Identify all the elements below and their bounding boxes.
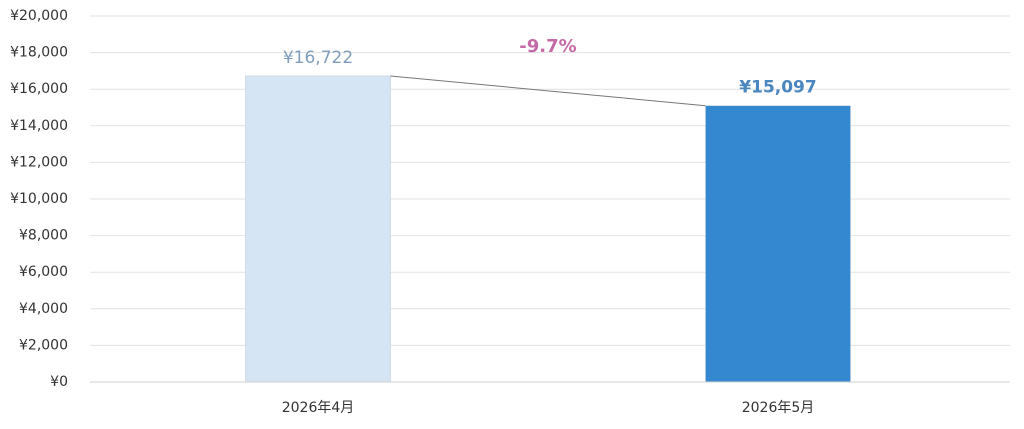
y-tick-label: ¥12,000 xyxy=(10,154,68,170)
change-annotation: -9.7% xyxy=(519,36,576,57)
y-tick-label: ¥18,000 xyxy=(10,45,68,61)
y-tick-label: ¥6,000 xyxy=(19,264,68,280)
y-tick-label: ¥0 xyxy=(50,374,68,390)
y-tick-label: ¥14,000 xyxy=(10,118,68,134)
y-tick-label: ¥16,000 xyxy=(10,81,68,97)
y-tick-label: ¥10,000 xyxy=(10,191,68,207)
x-tick-label: 2026年4月 xyxy=(282,400,355,416)
y-tick-label: ¥4,000 xyxy=(19,301,68,317)
bar xyxy=(705,105,851,383)
x-tick-label: 2026年5月 xyxy=(742,400,815,416)
bar xyxy=(245,75,391,383)
y-tick-label: ¥8,000 xyxy=(19,228,68,244)
change-connector xyxy=(390,75,706,107)
y-tick-label: ¥2,000 xyxy=(19,337,68,353)
value-label: ¥15,097 xyxy=(739,78,816,98)
value-label: ¥16,722 xyxy=(283,48,353,68)
y-tick-label: ¥20,000 xyxy=(10,8,68,24)
